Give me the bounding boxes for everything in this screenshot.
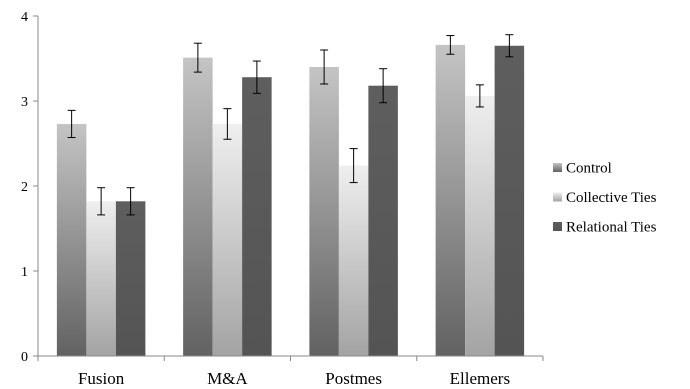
bar-control-1 [183,57,213,357]
bar-control-2 [309,67,339,356]
bar-collective-ties-3 [465,95,495,357]
bar-collective-ties-0 [86,201,116,356]
axes: 0 1 2 3 4 Fusion M&A Postmes Ellemers [21,10,544,388]
y-tick-label: 0 [21,350,28,365]
y-tick-label: 2 [21,180,28,195]
legend-label: Collective Ties [566,190,657,206]
bar-control-3 [435,44,466,357]
bar-relational-ties-1 [242,77,272,356]
plot-area [56,34,525,357]
y-tick-label: 4 [21,10,28,25]
bar-relational-ties-3 [494,45,525,356]
bar-relational-ties-2 [368,85,398,356]
legend-label: Control [566,161,612,177]
bar-relational-ties-0 [115,201,146,356]
x-category-label: Postmes [325,369,382,388]
bar-control-0 [56,123,87,356]
y-tick-label: 1 [21,265,28,280]
x-category-label: M&A [207,369,248,388]
bar-collective-ties-1 [212,123,243,356]
legend-swatch [553,163,562,172]
legend-swatch [553,222,562,231]
y-tick-label: 3 [21,95,28,110]
legend-swatch [553,192,562,202]
x-category-label: Ellemers [450,369,510,388]
x-category-label: Fusion [78,369,125,388]
legend-label: Relational Ties [566,220,657,236]
bar-collective-ties-2 [338,165,369,356]
legend: Control Collective Ties Relational Ties [553,161,657,236]
